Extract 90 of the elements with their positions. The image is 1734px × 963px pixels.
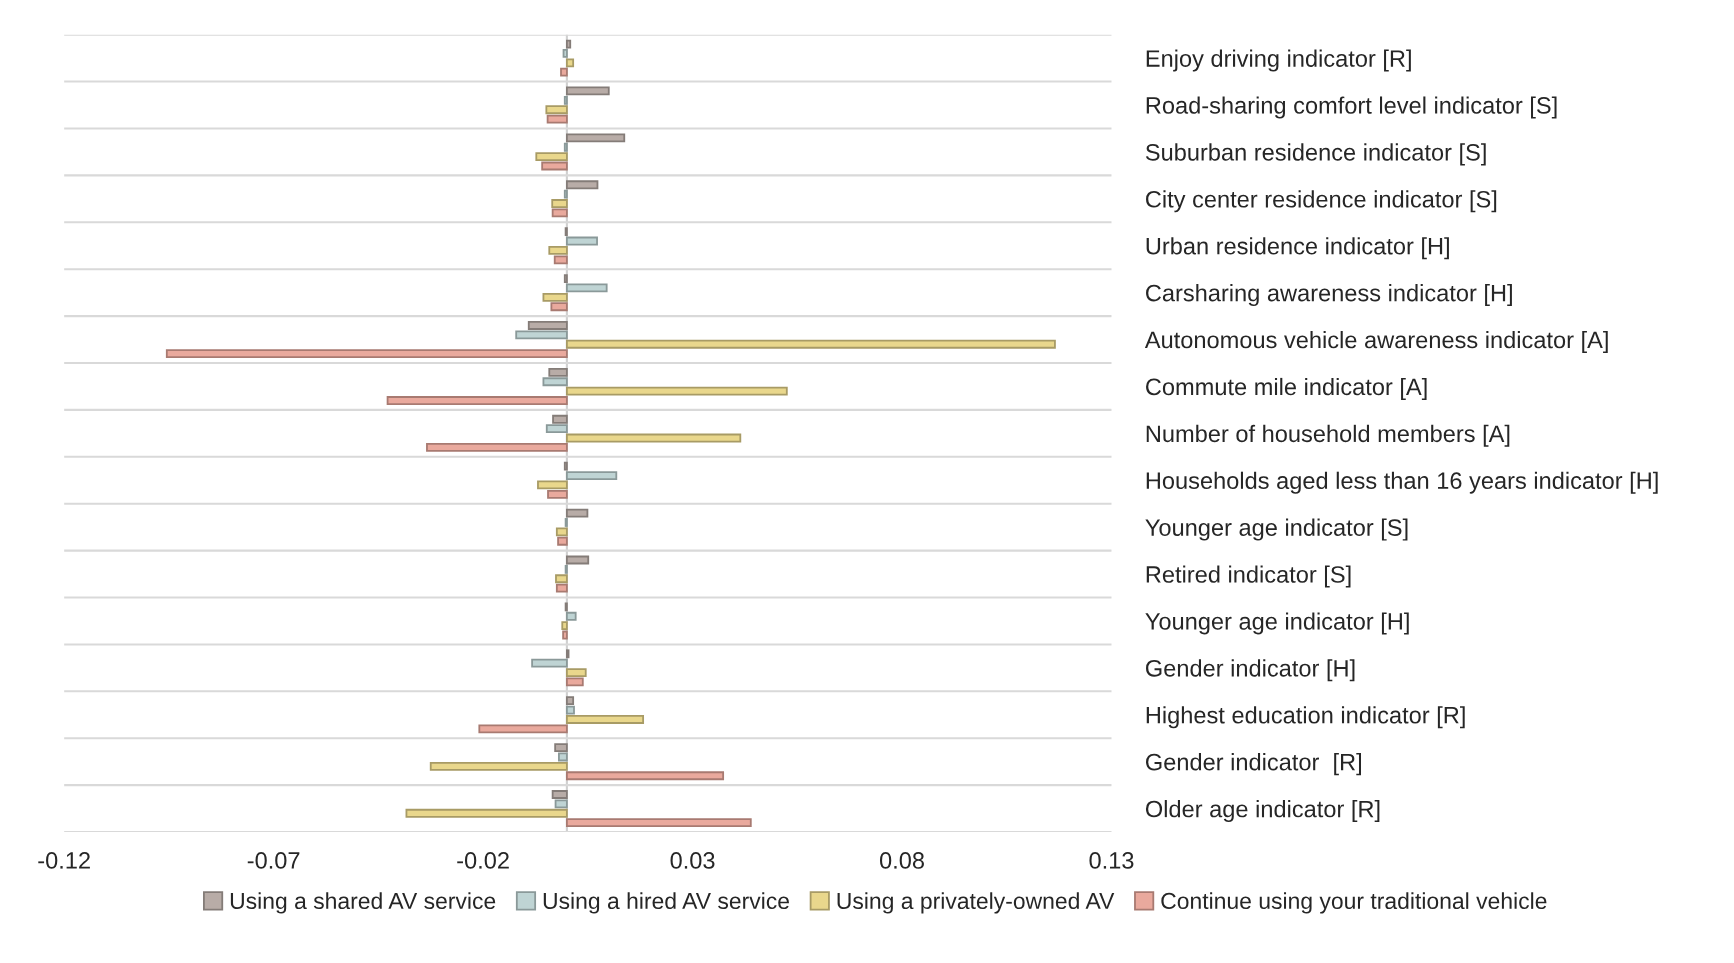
y-tick-label: Number of household members [A] — [1146, 424, 1510, 447]
bar — [565, 39, 572, 49]
legend-label: Continue using your traditional vehicle — [1161, 892, 1547, 914]
x-tick-label: 0.13 — [1089, 852, 1134, 869]
bar — [554, 743, 568, 753]
y-tick-label: Carsharing awareness indicator [H] — [1146, 284, 1512, 307]
bar — [541, 161, 568, 171]
bar — [548, 367, 568, 377]
bar — [565, 668, 587, 677]
bar — [542, 377, 568, 387]
x-tick-label: 0.03 — [670, 852, 715, 869]
bar — [554, 799, 568, 809]
bar — [555, 527, 568, 537]
y-tick-label: Suburban residence indicator [S] — [1145, 143, 1486, 166]
bar — [405, 808, 568, 818]
x-tick-label: 0.08 — [879, 852, 924, 869]
bar — [515, 330, 568, 340]
bar — [386, 396, 568, 405]
bar — [560, 67, 568, 77]
y-tick-label: Road-sharing comfort level indicator [S] — [1146, 96, 1557, 119]
bar — [551, 199, 568, 208]
bar — [565, 58, 575, 68]
legend-label: Using a shared AV service — [230, 892, 496, 914]
bar — [553, 255, 568, 265]
bar — [565, 433, 742, 443]
bar — [545, 424, 568, 434]
bar — [429, 761, 568, 771]
bar — [165, 349, 568, 359]
bar — [565, 771, 725, 781]
bar — [548, 246, 568, 255]
bar — [542, 292, 568, 302]
bar — [563, 274, 568, 283]
bar — [562, 49, 568, 58]
bar — [565, 283, 608, 293]
bar — [547, 489, 568, 499]
y-tick-label: Retired indicator [S] — [1146, 565, 1351, 588]
y-tick-label: Younger age indicator [S] — [1145, 518, 1408, 541]
bar — [562, 630, 568, 640]
bar — [565, 180, 599, 190]
y-tick-label: Younger age indicator [H] — [1145, 612, 1409, 635]
bar — [545, 105, 568, 115]
y-tick-label: City center residence indicator [S] — [1146, 190, 1497, 213]
bar — [537, 480, 568, 490]
bar — [558, 752, 568, 762]
bar — [565, 133, 626, 143]
bar — [478, 724, 568, 734]
y-tick-label: Households aged less than 16 years indicator [H] — [1146, 471, 1658, 494]
bar — [565, 696, 575, 706]
bar — [550, 302, 568, 312]
bar — [563, 189, 568, 199]
bar — [551, 790, 568, 799]
y-tick-label: Enjoy driving indicator [R] — [1146, 49, 1411, 72]
bar — [563, 95, 568, 105]
bar — [535, 152, 568, 162]
bar — [527, 321, 568, 330]
y-tick-label: Gender indicator [H] — [1146, 659, 1355, 682]
bar — [565, 555, 590, 565]
bar — [565, 386, 788, 396]
bar — [563, 461, 568, 471]
x-tick-label: -0.07 — [247, 852, 300, 869]
x-tick-label: -0.12 — [38, 852, 90, 869]
y-tick-label: Autonomous vehicle awareness indicator [A] — [1144, 330, 1608, 353]
bar — [565, 339, 1056, 349]
bar — [551, 208, 568, 218]
bar — [563, 142, 568, 152]
bar — [565, 677, 584, 687]
bar — [565, 236, 598, 246]
bar — [565, 508, 589, 518]
bar — [565, 818, 752, 828]
legend-label: Using a privately-owned AV — [837, 892, 1115, 914]
x-tick-label: -0.02 — [457, 852, 509, 869]
y-tick-label: Commute mile indicator [A] — [1146, 377, 1427, 400]
y-tick-label: Urban residence indicator [H] — [1146, 237, 1449, 260]
bar — [552, 414, 568, 424]
bar — [565, 705, 575, 715]
y-tick-label: Highest education indicator [R] — [1146, 706, 1465, 729]
bar — [561, 621, 568, 631]
y-tick-label: Older age indicator [R] — [1145, 800, 1380, 823]
legend-label: Using a hired AV service — [543, 892, 789, 914]
bar — [565, 86, 610, 96]
bar — [555, 583, 568, 593]
bar — [426, 442, 568, 452]
y-tick-label: Gender indicator [R] — [1146, 753, 1361, 776]
bar — [531, 658, 568, 668]
bar — [546, 114, 568, 124]
bar — [565, 715, 645, 724]
bar — [557, 536, 568, 546]
bar — [555, 574, 568, 584]
bar — [565, 471, 618, 480]
bar — [565, 611, 577, 621]
